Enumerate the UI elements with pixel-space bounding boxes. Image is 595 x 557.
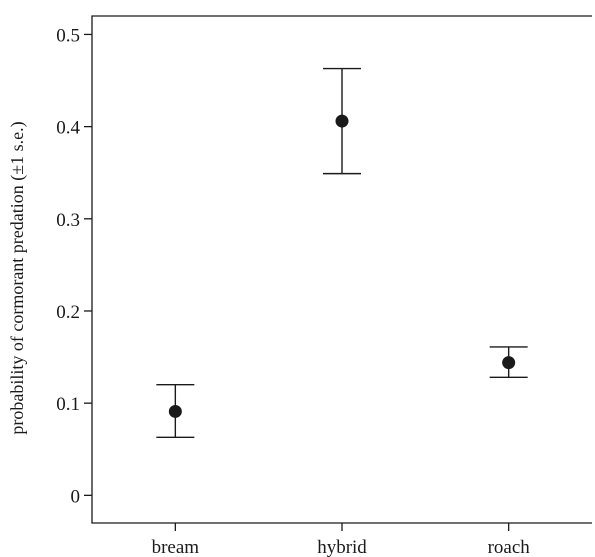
y-tick-label: 0.3 — [56, 210, 80, 231]
y-axis-label: probability of cormorant predation (±1 s… — [7, 121, 28, 434]
x-tick-label: roach — [488, 537, 531, 557]
y-tick-label: 0.1 — [56, 394, 80, 415]
y-tick-label: 0 — [71, 486, 81, 507]
y-tick-label: 0.4 — [56, 118, 80, 139]
y-axis-ticks: 0 0.1 0.2 0.3 0.4 0.5 — [56, 25, 92, 507]
x-axis-ticks: bream hybrid roach — [152, 523, 531, 557]
y-tick-label: 0.5 — [56, 25, 80, 46]
data-point — [168, 404, 182, 418]
y-tick-label: 0.2 — [56, 302, 80, 323]
data-point — [502, 356, 516, 370]
data-marks — [156, 67, 528, 438]
x-tick-label: bream — [152, 537, 200, 557]
data-point — [335, 114, 349, 128]
x-tick-label: hybrid — [317, 537, 367, 557]
